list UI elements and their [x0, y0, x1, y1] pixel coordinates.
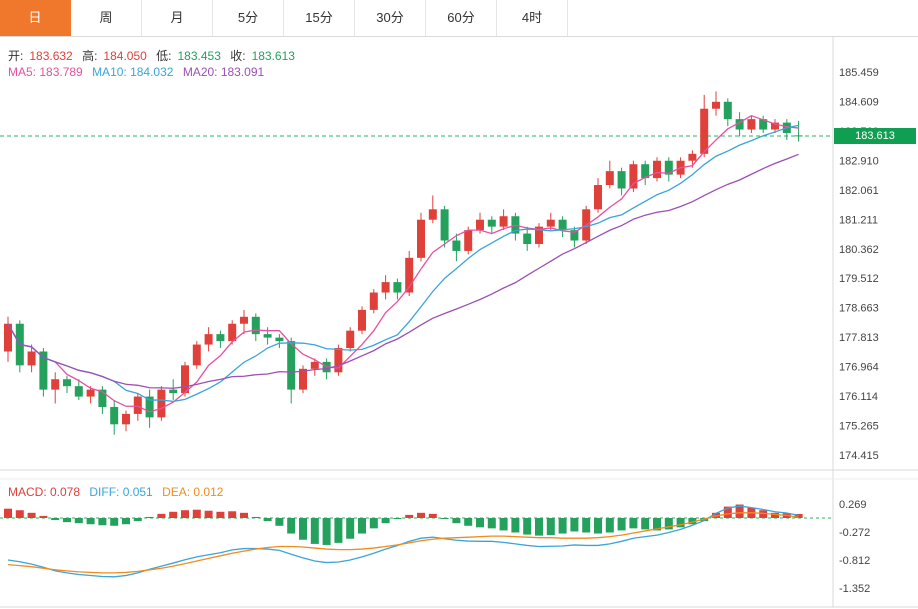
ma10-line-group: [7, 124, 799, 403]
svg-text:0.269: 0.269: [839, 499, 867, 511]
main-y-axis-labels: 185.459184.609183.760182.910182.061181.2…: [839, 67, 879, 462]
macd-legend: MACD: 0.078 DIFF: 0.051 DEA: 0.012: [8, 485, 229, 499]
tab-week[interactable]: 周: [71, 0, 142, 36]
svg-text:179.512: 179.512: [839, 273, 879, 285]
ma10-legend: MA10: 184.032: [92, 65, 174, 79]
ma5-legend: MA5: 183.789: [8, 65, 83, 79]
open-value: 183.632: [29, 49, 73, 63]
tab-5min[interactable]: 5分: [213, 0, 284, 36]
svg-text:182.061: 182.061: [839, 185, 879, 197]
current-price-tag: 183.613: [834, 128, 916, 145]
svg-text:185.459: 185.459: [839, 67, 879, 79]
candles-group: [4, 91, 803, 435]
macd-histogram: [4, 504, 803, 545]
dea-value-legend: DEA: 0.012: [162, 485, 224, 499]
svg-text:176.114: 176.114: [839, 391, 878, 403]
high-value: 184.050: [103, 49, 147, 63]
diff-value-legend: DIFF: 0.051: [89, 485, 153, 499]
svg-text:-1.352: -1.352: [839, 583, 870, 595]
ma10-line: [7, 124, 799, 403]
svg-text:175.265: 175.265: [839, 421, 879, 433]
tab-4hour[interactable]: 4时: [497, 0, 568, 36]
close-value: 183.613: [251, 49, 295, 63]
ma20-line-group: [7, 153, 799, 389]
svg-text:176.964: 176.964: [839, 362, 879, 374]
svg-text:180.362: 180.362: [839, 244, 879, 256]
ma20-line: [7, 153, 799, 389]
tab-month[interactable]: 月: [142, 0, 213, 36]
tab-day[interactable]: 日: [0, 0, 71, 36]
tab-60min[interactable]: 60分: [426, 0, 497, 36]
svg-text:174.415: 174.415: [839, 450, 879, 462]
ma5-line: [7, 114, 799, 413]
diff-line: [7, 505, 799, 578]
low-value: 183.453: [177, 49, 221, 63]
macd-y-axis-labels: 0.269 -0.272 -0.812 -1.352: [839, 499, 870, 595]
open-label: 开:: [8, 49, 24, 63]
close-label: 收:: [230, 49, 246, 63]
tab-15min[interactable]: 15分: [284, 0, 355, 36]
svg-text:184.609: 184.609: [839, 96, 879, 108]
high-label: 高:: [82, 49, 98, 63]
ma20-legend: MA20: 183.091: [182, 65, 265, 79]
svg-text:-0.272: -0.272: [839, 527, 870, 539]
svg-text:182.910: 182.910: [839, 155, 879, 167]
macd-value-legend: MACD: 0.078: [8, 485, 81, 499]
tab-30min[interactable]: 30分: [355, 0, 426, 36]
svg-text:181.211: 181.211: [839, 214, 878, 226]
dea-line-group: [7, 512, 799, 574]
ma5-line-group: [7, 114, 799, 413]
svg-text:-0.812: -0.812: [839, 555, 870, 567]
svg-text:177.813: 177.813: [839, 332, 879, 344]
period-tabbar: 日 周 月 5分 15分 30分 60分 4时: [0, 0, 918, 37]
chart-frame: [0, 37, 918, 608]
dea-line: [7, 512, 799, 574]
ohlc-header: 开: 183.632 高: 184.050 低: 183.453 收: 183.613: [8, 47, 301, 64]
diff-line-group: [7, 505, 799, 578]
low-label: 低:: [156, 49, 172, 63]
svg-text:178.663: 178.663: [839, 303, 879, 315]
ma-legend: MA5: 183.789 MA10: 184.032 MA20: 183.091: [8, 65, 270, 79]
